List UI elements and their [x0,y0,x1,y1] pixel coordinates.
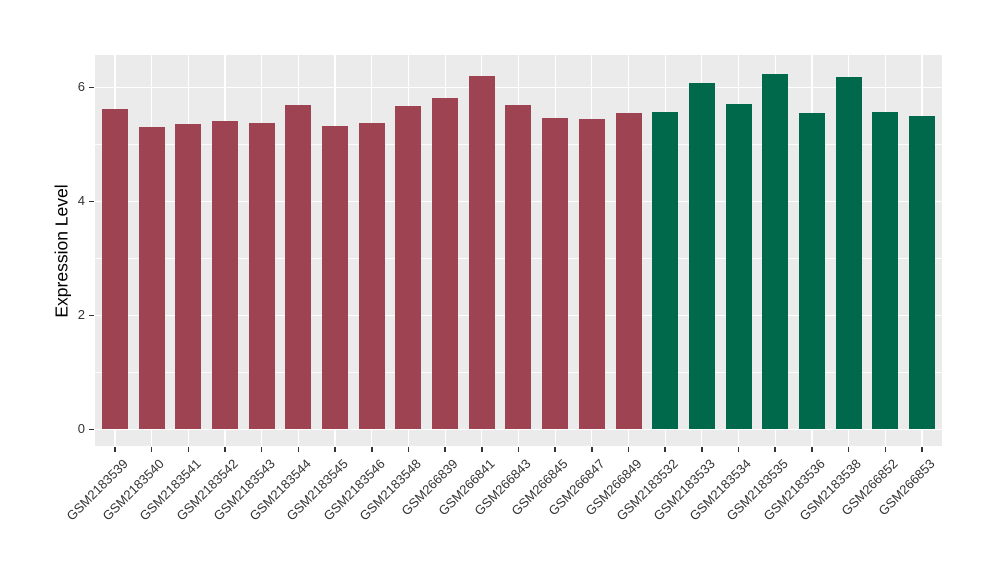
y-axis-title: Expression Level [51,183,72,318]
bar-GSM2183542 [212,121,239,429]
x-tick-mark-GSM266843 [517,447,520,452]
x-tick-mark-GSM2183534 [737,447,740,452]
x-tick-label-GSM2183539: GSM2183539 [63,456,131,524]
x-tick-mark-GSM266845 [554,447,556,452]
bar-GSM266852 [872,112,899,429]
bar-GSM2183538 [835,76,862,429]
bar-GSM266841 [468,75,495,429]
x-tick-mark-GSM266852 [884,447,887,452]
bar-GSM2183545 [322,125,349,429]
x-tick-mark-GSM266841 [481,447,483,452]
y-tick-label-6: 6 [77,79,85,94]
bar-GSM2183540 [138,127,165,429]
plot-panel [95,55,942,446]
x-tick-mark-GSM2183545 [334,447,336,452]
x-tick-mark-GSM2183548 [407,447,410,452]
x-tick-mark-GSM2183532 [664,447,666,452]
bar-GSM266847 [578,119,605,429]
x-tick-mark-GSM2183544 [297,447,300,452]
y-tick-label-4: 4 [77,193,85,208]
bar-GSM266853 [908,115,935,429]
x-tick-mark-GSM2183542 [224,447,226,452]
bar-GSM2183541 [175,124,202,429]
y-tick-mark-2 [89,314,94,316]
x-tick-mark-GSM2183546 [371,447,373,452]
bar-GSM266839 [432,98,459,429]
y-tick-mark-6 [89,86,94,88]
x-tick-mark-GSM2183535 [774,447,776,452]
x-tick-mark-GSM2183539 [114,447,116,452]
bar-GSM2183536 [798,113,825,429]
bar-GSM2183532 [652,112,679,429]
y-tick-mark-4 [89,200,94,202]
bar-GSM266845 [542,118,569,429]
bar-GSM266843 [505,105,532,429]
bar-GSM2183535 [762,73,789,429]
x-tick-mark-GSM2183541 [187,447,190,452]
x-tick-mark-GSM2183533 [701,447,703,452]
x-tick-mark-GSM2183536 [811,447,813,452]
bar-GSM266849 [615,112,642,429]
y-tick-mark-0 [89,428,94,430]
x-tick-mark-GSM266849 [627,447,630,452]
bar-GSM2183543 [248,123,275,429]
bar-GSM2183539 [102,108,128,429]
x-tick-mark-GSM266847 [591,447,593,452]
bar-GSM2183534 [725,104,752,429]
x-tick-mark-GSM2183538 [847,447,850,452]
x-tick-mark-GSM2183540 [150,447,153,452]
bar-GSM2183533 [688,83,715,429]
x-tick-mark-GSM266839 [444,447,446,452]
bar-GSM2183548 [395,105,422,429]
bar-GSM2183546 [358,122,385,429]
y-tick-label-0: 0 [77,421,85,436]
y-tick-label-2: 2 [77,307,85,322]
x-tick-mark-GSM2183543 [260,447,263,452]
x-tick-mark-GSM266853 [921,447,923,452]
bar-GSM2183544 [285,105,312,429]
